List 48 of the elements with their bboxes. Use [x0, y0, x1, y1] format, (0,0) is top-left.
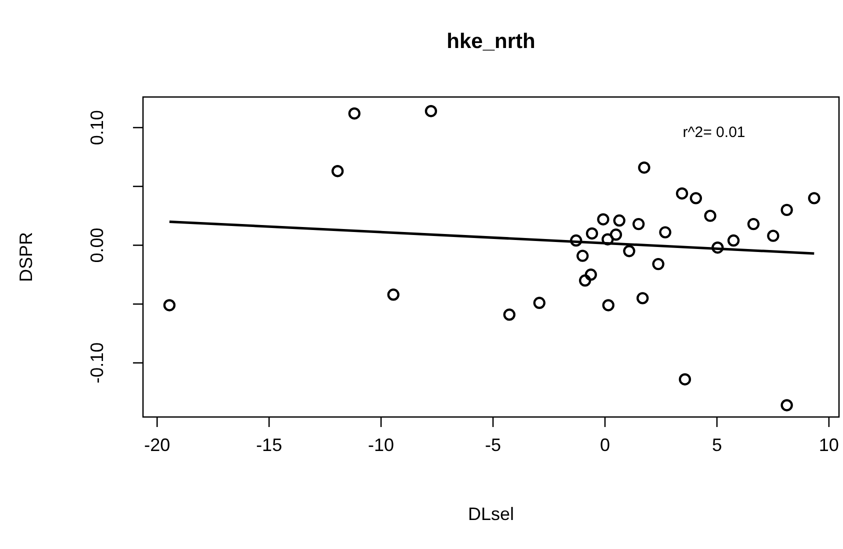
point	[727, 234, 740, 247]
point	[678, 373, 692, 386]
point	[533, 296, 546, 309]
point	[747, 218, 760, 230]
point	[586, 227, 598, 240]
point	[570, 234, 582, 247]
point	[632, 218, 645, 230]
annotation: r^2= 0.01	[682, 124, 746, 141]
point	[636, 292, 649, 304]
point	[602, 299, 614, 312]
point	[597, 213, 610, 226]
point	[808, 192, 820, 204]
point	[780, 204, 793, 216]
point	[652, 258, 664, 270]
point	[610, 228, 622, 241]
point	[767, 230, 780, 242]
x-tick-label: 0	[600, 435, 610, 455]
y-tick-label: 0.10	[87, 110, 107, 146]
point	[387, 288, 400, 301]
point	[332, 165, 344, 178]
point	[163, 299, 176, 312]
point	[578, 274, 592, 287]
point	[602, 233, 614, 246]
point	[623, 245, 636, 258]
point	[503, 308, 516, 321]
point	[348, 107, 360, 120]
x-tick-label: -5	[485, 435, 502, 455]
point	[780, 399, 793, 412]
y-tick-label: 0.00	[87, 228, 107, 263]
point	[638, 161, 650, 174]
x-axis-title: DLsel	[468, 504, 514, 524]
point	[704, 210, 716, 222]
point	[613, 214, 626, 227]
point	[676, 187, 688, 200]
x-tick-label: -10	[368, 435, 394, 455]
x-tick-label: -20	[144, 435, 170, 455]
x-tick-label: 10	[818, 435, 839, 455]
point	[712, 241, 724, 254]
x-tick-label: -15	[256, 435, 282, 455]
point	[424, 105, 438, 118]
point	[576, 250, 589, 262]
x-tick-label: 5	[712, 435, 722, 455]
y-tick-label: -0.10	[87, 342, 107, 384]
point	[659, 226, 672, 238]
y-axis-title: DSPR	[16, 232, 36, 282]
point	[584, 268, 597, 281]
point	[690, 192, 702, 204]
chart-title: hke_nrth	[446, 30, 536, 53]
